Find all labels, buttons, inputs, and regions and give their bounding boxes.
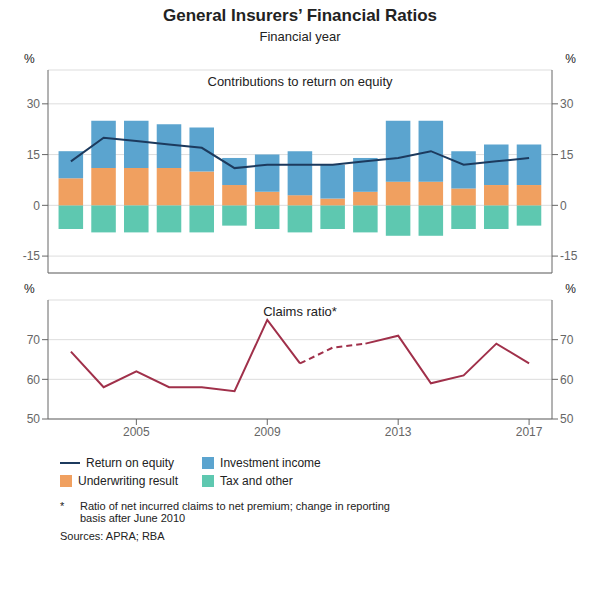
svg-text:50: 50 — [27, 412, 41, 426]
html-text:Contributions to return on equ: Contributions to return on equity — [207, 74, 393, 89]
svg-text:15: 15 — [560, 148, 574, 162]
svg-text:30: 30 — [27, 97, 41, 111]
svg-text:2009: 2009 — [254, 425, 281, 439]
html-text:Claims ratio*: Claims ratio* — [263, 304, 337, 319]
svg-text:70: 70 — [27, 333, 41, 347]
svg-text:15: 15 — [27, 148, 41, 162]
html-text:Financial year: Financial year — [259, 29, 341, 44]
svg-text:2005: 2005 — [123, 425, 150, 439]
svg-text:60: 60 — [27, 373, 41, 387]
html-text:Ratio of net incurred claims t: Ratio of net incurred claims to net prem… — [80, 500, 390, 524]
svg-text:70: 70 — [560, 333, 574, 347]
svg-text:-15: -15 — [23, 249, 41, 263]
html-text:Tax and other: Tax and other — [220, 474, 293, 488]
svg-text:0: 0 — [33, 199, 40, 213]
html-text:Return on equity: Return on equity — [86, 456, 175, 470]
svg-text:0: 0 — [560, 199, 567, 213]
svg-text:2013: 2013 — [385, 425, 412, 439]
svg-text:30: 30 — [560, 97, 574, 111]
html-text:Underwriting result: Underwriting result — [78, 474, 178, 488]
svg-text:50: 50 — [560, 412, 574, 426]
svg-text:2017: 2017 — [516, 425, 543, 439]
html-text:Sources: APRA; RBA: Sources: APRA; RBA — [60, 530, 165, 542]
svg-text:60: 60 — [560, 373, 574, 387]
html-text:Investment income: Investment income — [220, 456, 321, 470]
html-text:General Insurers’ Financial Ra: General Insurers’ Financial Ratios — [163, 6, 437, 25]
svg-text:-15: -15 — [560, 249, 578, 263]
